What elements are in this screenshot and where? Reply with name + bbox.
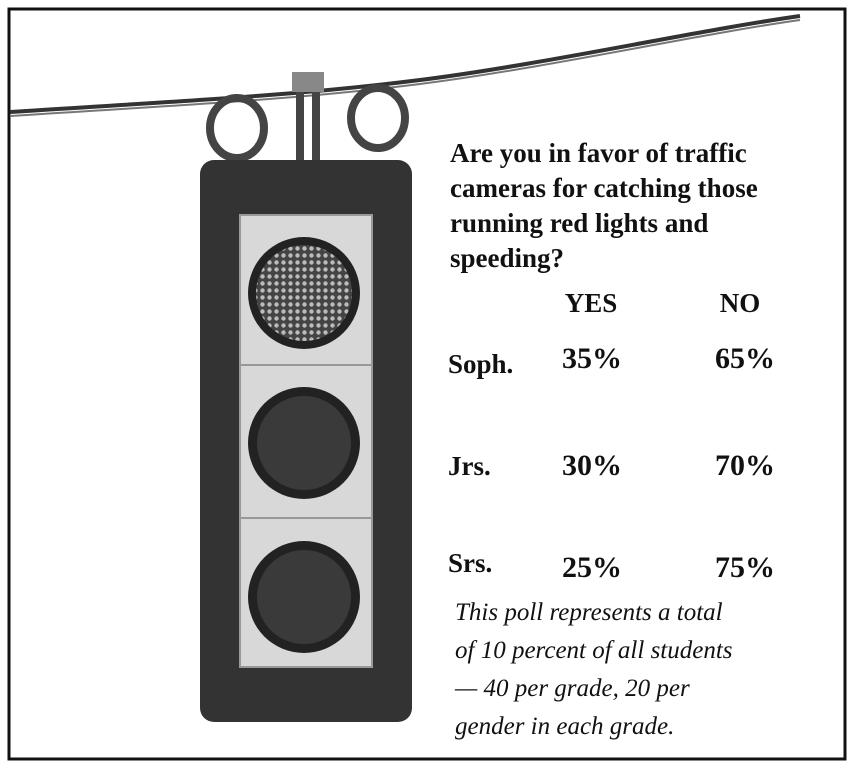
column-header: NO — [720, 288, 761, 318]
row-label: Srs. — [448, 548, 492, 578]
note-line: This poll represents a total — [455, 599, 723, 626]
cell: 70% — [715, 449, 775, 482]
question-line: Are you in favor of traffic — [450, 138, 747, 168]
note-line: gender in each grade. — [455, 713, 674, 740]
cell: 65% — [715, 342, 775, 375]
green-lens — [257, 550, 351, 644]
wire-shadow — [9, 19, 801, 117]
red-lens — [256, 245, 352, 341]
note-line: — 40 per grade, 20 per — [454, 675, 690, 702]
cell: 35% — [562, 342, 622, 375]
row-label: Soph. — [448, 349, 513, 379]
question-line: cameras for catching those — [450, 173, 758, 203]
question-line: speeding? — [450, 243, 564, 273]
note-line: of 10 percent of all students — [455, 637, 733, 664]
question-line: running red lights and — [450, 208, 708, 238]
yellow-lens — [257, 396, 351, 490]
cell: 30% — [562, 449, 622, 482]
row-label: Jrs. — [448, 451, 491, 481]
column-header: YES — [565, 288, 618, 318]
frame — [7, 7, 847, 761]
cell: 75% — [715, 551, 775, 584]
cell: 25% — [562, 551, 622, 584]
clamp — [292, 72, 324, 92]
wire — [9, 14, 801, 114]
